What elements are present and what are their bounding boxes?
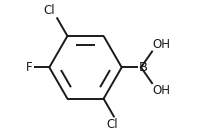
Text: OH: OH — [153, 84, 171, 97]
Text: F: F — [26, 61, 33, 74]
Text: Cl: Cl — [44, 4, 55, 17]
Text: Cl: Cl — [107, 118, 118, 131]
Text: B: B — [138, 61, 147, 74]
Text: OH: OH — [153, 38, 171, 51]
